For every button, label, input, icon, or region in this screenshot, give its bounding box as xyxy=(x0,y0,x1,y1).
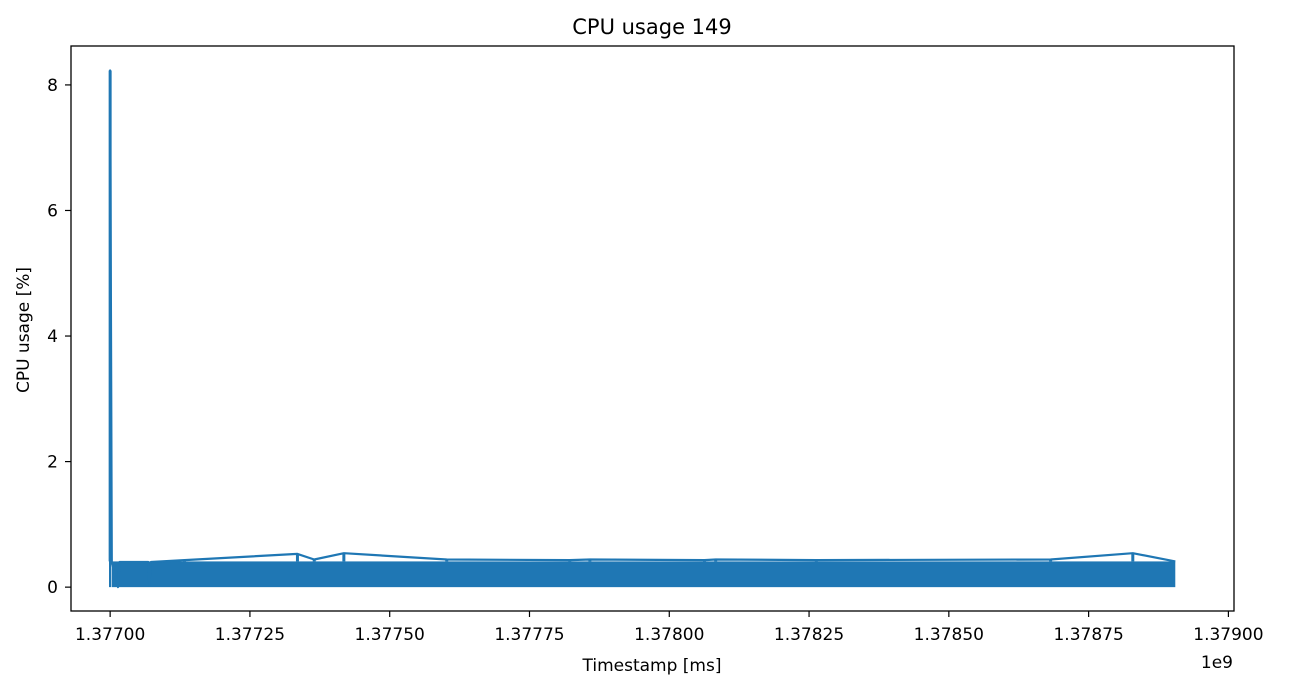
x-tick-label: 1.37775 xyxy=(494,625,564,645)
y-axis-label: CPU usage [%] xyxy=(14,267,34,393)
series-line xyxy=(108,69,1176,589)
y-tick-label: 0 xyxy=(47,578,58,598)
y-tick-label: 6 xyxy=(47,201,58,221)
y-tick-label: 2 xyxy=(47,453,58,473)
x-tick-label: 1.37725 xyxy=(215,625,285,645)
x-tick-label: 1.37800 xyxy=(634,625,704,645)
x-axis: 1.37700 1.37725 1.37750 1.37775 1.37800 1.378… xyxy=(75,611,1264,645)
plot-area xyxy=(108,69,1176,589)
y-tick-label: 8 xyxy=(47,76,58,96)
x-axis-offset-label: 1e9 xyxy=(1201,653,1233,673)
series-band xyxy=(111,561,1176,588)
x-tick-label: 1.37825 xyxy=(774,625,844,645)
x-tick-label: 1.37700 xyxy=(75,625,145,645)
x-axis-label: Timestamp [ms] xyxy=(582,656,722,676)
x-tick-label: 1.37875 xyxy=(1053,625,1123,645)
y-tick-label: 4 xyxy=(47,327,58,347)
x-tick-label: 1.37750 xyxy=(355,625,425,645)
x-tick-label: 1.37900 xyxy=(1193,625,1263,645)
y-axis: 0 2 4 6 8 xyxy=(47,76,71,598)
x-tick-label: 1.37850 xyxy=(914,625,984,645)
chart-title: CPU usage 149 xyxy=(572,15,732,39)
plot-frame xyxy=(70,45,1235,612)
